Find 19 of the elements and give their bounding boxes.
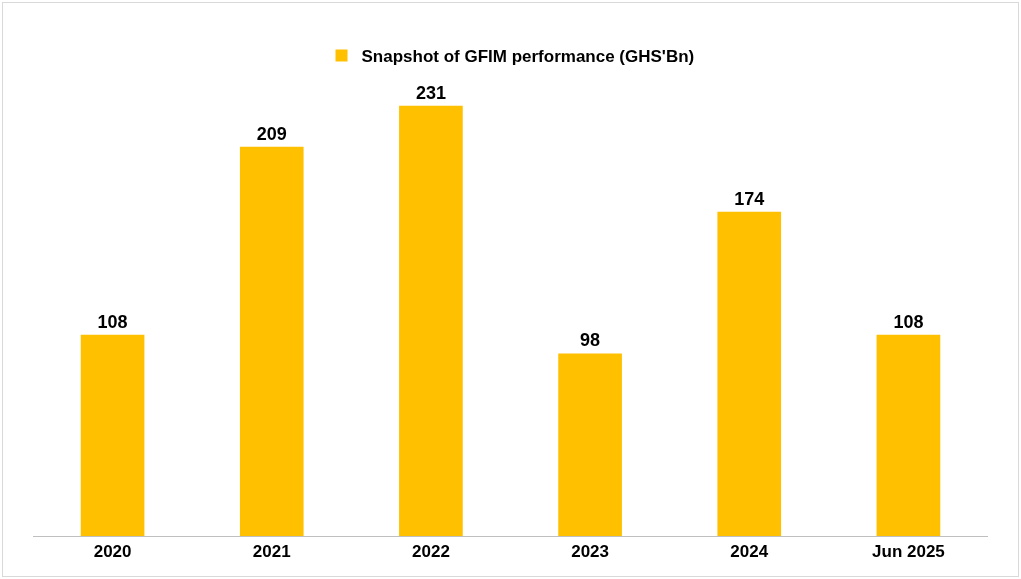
bar <box>876 334 941 536</box>
x-tick-label: 2020 <box>93 542 132 562</box>
data-label: 231 <box>415 82 446 103</box>
x-tick-label: 2023 <box>571 542 609 562</box>
x-tick-label: 2022 <box>412 542 450 562</box>
data-label: 108 <box>97 311 128 332</box>
bar <box>399 105 463 536</box>
data-label: 108 <box>893 311 924 332</box>
data-label: 174 <box>734 188 765 209</box>
bar <box>80 334 145 536</box>
bar <box>558 353 622 536</box>
x-tick-label: 2024 <box>730 542 769 562</box>
legend-label: Snapshot of GFIM performance (GHS'Bn) <box>361 47 695 67</box>
bar <box>717 211 782 536</box>
data-label: 98 <box>580 330 601 351</box>
x-tick-label: 2021 <box>252 542 291 562</box>
data-label: 209 <box>256 123 287 144</box>
x-tick-label: Jun 2025 <box>872 542 945 562</box>
bar <box>239 146 304 536</box>
